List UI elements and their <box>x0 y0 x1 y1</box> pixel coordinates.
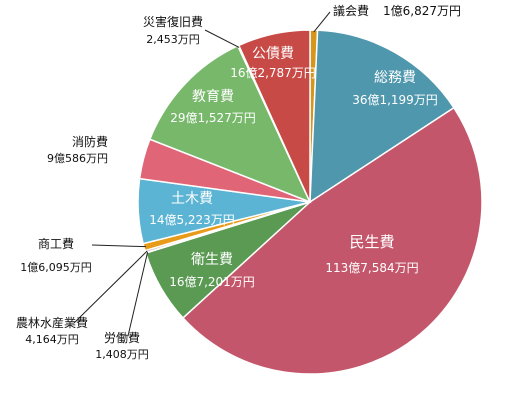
slice-1-label: 議会費 1億6,827万円 <box>333 3 461 18</box>
slice-7-value: 1億6,095万円 <box>20 261 92 274</box>
slice-11-leader <box>204 29 240 48</box>
slice-11-name: 災害復旧費 <box>143 14 203 29</box>
slice-5-value: 1,408万円 <box>95 348 149 361</box>
slice-7-leader <box>91 244 146 248</box>
slice-12-name: 公債費 <box>252 46 294 62</box>
slice-1-name: 議会費 <box>333 3 369 18</box>
slice-11-value: 2,453万円 <box>146 33 200 46</box>
slice-3-name: 民生費 <box>349 233 394 251</box>
slice-9-name: 消防費 <box>72 134 108 149</box>
slice-4-value: 16億7,201万円 <box>169 275 255 289</box>
slice-3-value: 113億7,584万円 <box>325 261 418 275</box>
slice-2-wedge <box>309 29 455 204</box>
slice-10-name: 教育費 <box>192 89 234 105</box>
slice-1-value: 1億6,827万円 <box>383 4 461 18</box>
slice-10-value: 29億1,527万円 <box>170 111 256 125</box>
slice-10-wedge <box>148 44 312 204</box>
slice-8-value: 14億5,223万円 <box>149 213 235 227</box>
pie-slices <box>137 29 483 375</box>
slice-2-name: 総務費 <box>374 70 416 86</box>
slice-8-name: 土木費 <box>171 191 213 207</box>
slice-5-name: 労働費 <box>104 330 140 345</box>
slice-6-leader <box>73 250 148 324</box>
slice-3-wedge <box>181 106 483 375</box>
slice-12-value: 16億2,787万円 <box>230 66 316 80</box>
slice-9-value: 9億586万円 <box>47 152 108 165</box>
slice-6-name: 農林水産業費 <box>16 315 88 330</box>
slice-12-wedge <box>237 29 311 203</box>
leader-lines <box>73 11 331 337</box>
slice-6-value: 4,164万円 <box>25 333 79 346</box>
slice-7-name: 商工費 <box>38 236 74 251</box>
slice-1-leader <box>313 11 331 33</box>
slice-5-leader <box>127 252 149 337</box>
slice-2-value: 36億1,199万円 <box>352 93 438 107</box>
slice-4-name: 衛生費 <box>191 252 233 268</box>
